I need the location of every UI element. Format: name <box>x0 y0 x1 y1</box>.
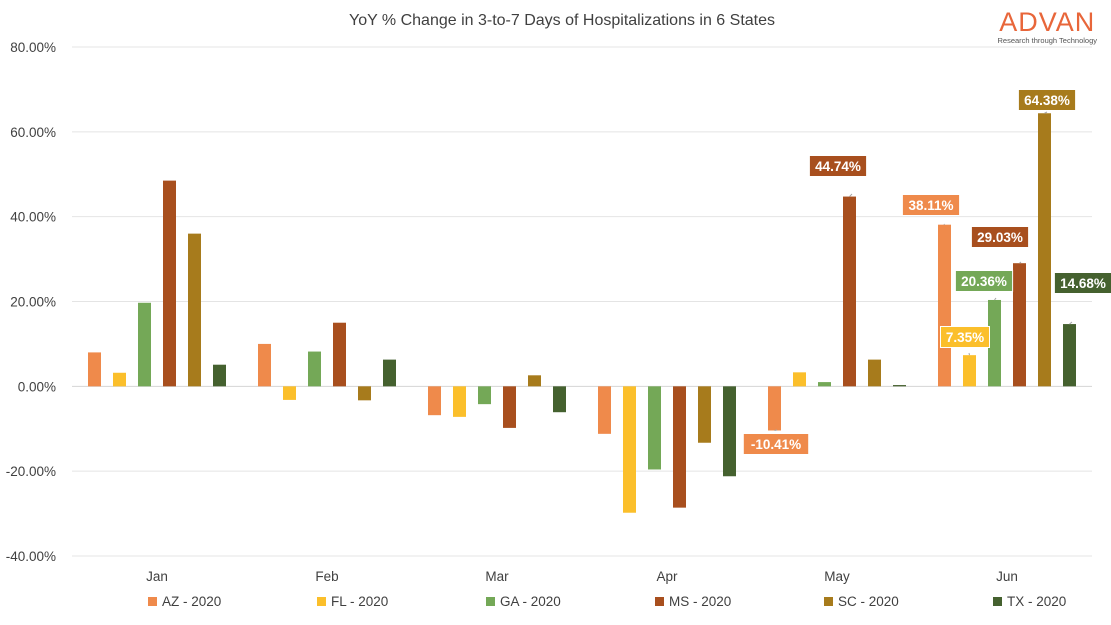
legend-label: SC - 2020 <box>838 594 899 609</box>
data-label: -10.41% <box>751 437 801 452</box>
logo-word: ADVAN <box>999 7 1096 37</box>
data-label-box <box>808 155 868 177</box>
bar <box>258 343 271 387</box>
x-tick-label: Jun <box>996 569 1018 584</box>
bar <box>843 196 856 387</box>
leader-line <box>1044 111 1048 114</box>
legend-label: FL - 2020 <box>331 594 388 609</box>
bar <box>188 233 201 387</box>
y-tick-label: 20.00% <box>10 295 56 310</box>
y-tick-label: -40.00% <box>6 549 56 564</box>
bar <box>893 385 906 387</box>
leader-line <box>968 352 970 356</box>
y-tick-label: 60.00% <box>10 125 56 140</box>
x-tick-label: Jan <box>146 569 168 584</box>
bar <box>868 359 881 387</box>
legend-swatch <box>486 597 495 606</box>
legend-label: MS - 2020 <box>669 594 731 609</box>
data-label: 14.68% <box>1060 276 1106 291</box>
bar <box>623 386 636 513</box>
bar <box>1013 263 1026 387</box>
data-label-box <box>954 270 1014 292</box>
data-label-box <box>970 226 1030 248</box>
bar <box>283 386 296 400</box>
data-label: 38.11% <box>908 198 953 213</box>
bar <box>358 386 371 401</box>
bar <box>598 386 611 434</box>
legend-swatch <box>993 597 1002 606</box>
bar <box>698 386 711 443</box>
bar <box>793 372 806 387</box>
leader-line <box>994 297 997 301</box>
data-label-box <box>901 194 961 216</box>
leader-line <box>1019 261 1022 264</box>
bar <box>528 375 541 387</box>
y-tick-label: 80.00% <box>10 40 56 55</box>
bar <box>648 386 661 470</box>
x-tick-label: Mar <box>485 569 509 584</box>
advan-logo: ADVAN Research through Technology <box>997 8 1097 45</box>
bar <box>818 382 831 387</box>
x-tick-label: Apr <box>656 569 678 584</box>
bar <box>963 355 976 387</box>
bar <box>333 322 346 387</box>
bar <box>138 302 151 387</box>
legend-label: GA - 2020 <box>500 594 561 609</box>
bar <box>428 386 441 416</box>
legend-label: AZ - 2020 <box>162 594 221 609</box>
logo-tagline: Research through Technology <box>997 36 1097 45</box>
legend-swatch <box>824 597 833 606</box>
bar <box>383 359 396 387</box>
legend-swatch <box>148 597 157 606</box>
bar <box>213 364 226 387</box>
bar <box>503 386 516 428</box>
data-label-box <box>1017 89 1077 111</box>
bar <box>723 386 736 477</box>
y-tick-label: 0.00% <box>18 379 56 394</box>
x-tick-label: May <box>824 569 850 584</box>
bar <box>308 351 321 387</box>
bar <box>768 386 781 431</box>
legend-swatch <box>317 597 326 606</box>
bar <box>113 372 126 387</box>
data-label: 7.35% <box>946 330 984 345</box>
bar <box>163 180 176 387</box>
bar <box>988 299 1001 387</box>
y-tick-label: 40.00% <box>10 210 56 225</box>
data-label: 29.03% <box>977 230 1023 245</box>
chart-title: YoY % Change in 3-to-7 Days of Hospitali… <box>349 12 775 29</box>
legend-swatch <box>655 597 664 606</box>
leader-line <box>849 193 853 197</box>
y-tick-label: -20.00% <box>6 464 56 479</box>
bar <box>1038 113 1051 387</box>
data-label-box <box>940 326 990 348</box>
bar <box>478 386 491 405</box>
x-tick-label: Feb <box>315 569 338 584</box>
bar <box>553 386 566 413</box>
bar <box>938 224 951 387</box>
data-label-box <box>1053 272 1111 294</box>
legend-label: TX - 2020 <box>1007 594 1066 609</box>
bar <box>1063 324 1076 387</box>
data-label-box <box>742 433 810 455</box>
leader-line <box>1069 321 1073 325</box>
data-label: 64.38% <box>1024 93 1070 108</box>
leader-line <box>943 223 945 225</box>
bar <box>453 386 466 417</box>
data-label: 44.74% <box>815 159 861 174</box>
bar <box>673 386 686 508</box>
data-label: 20.36% <box>961 274 1007 289</box>
bar <box>88 352 101 387</box>
